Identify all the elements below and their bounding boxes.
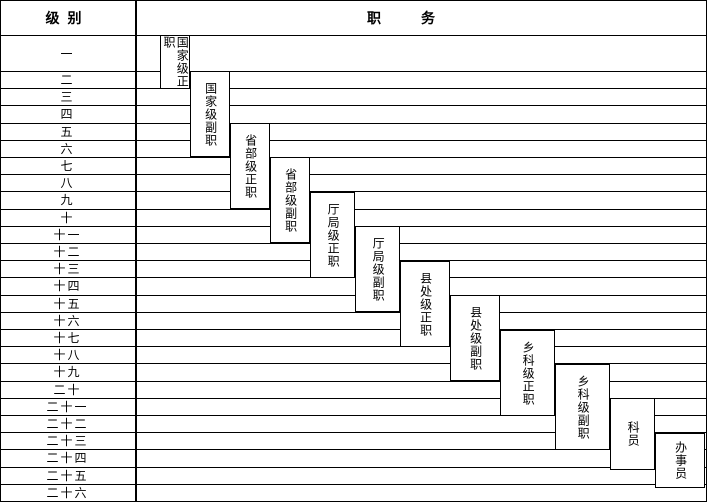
- level-label: 六: [60, 140, 74, 157]
- post-box: 乡科级副职: [555, 364, 610, 450]
- level-label: 五: [60, 123, 74, 140]
- level-cell: 二十一: [0, 398, 135, 415]
- level-cell: 十五: [0, 295, 135, 312]
- level-label: 十一: [53, 226, 81, 243]
- level-label: 二十五: [46, 467, 88, 484]
- level-label: 十: [60, 209, 74, 226]
- level-cell: 十一: [0, 226, 135, 243]
- post-label: 县处级正职: [418, 272, 431, 337]
- level-label: 二十一: [46, 398, 88, 415]
- post-label: 国家级正职: [162, 36, 188, 88]
- post-label: 厅局级副职: [371, 237, 384, 302]
- level-cell: 十三: [0, 260, 135, 277]
- post-box: 厅局级正职: [310, 192, 355, 278]
- post-label: 乡科级副职: [576, 375, 589, 440]
- post-box: 厅局级副职: [355, 226, 400, 312]
- level-label: 二十六: [46, 484, 88, 501]
- level-label: 十五: [53, 295, 81, 312]
- level-cell: 二十五: [0, 467, 135, 484]
- level-cell: 六: [0, 140, 135, 157]
- level-cell: 十: [0, 209, 135, 226]
- level-label: 十九: [53, 363, 81, 380]
- level-cell: 十二: [0, 243, 135, 260]
- level-cell: 十六: [0, 312, 135, 329]
- header-level: 级别: [0, 0, 135, 35]
- level-cell: 十九: [0, 363, 135, 380]
- level-cell: 一: [0, 35, 135, 71]
- level-label: 二十四: [46, 449, 88, 466]
- level-cell: 二: [0, 71, 135, 88]
- grid-hline: [0, 0, 707, 1]
- level-label: 十二: [53, 243, 81, 260]
- level-cell: 十七: [0, 329, 135, 346]
- level-label: 十三: [53, 260, 81, 277]
- post-label: 厅局级正职: [326, 203, 339, 268]
- level-cell: 十八: [0, 346, 135, 363]
- level-label: 九: [60, 191, 74, 208]
- post-box: 县处级副职: [450, 295, 500, 381]
- level-label: 四: [60, 105, 74, 122]
- level-label: 三: [60, 88, 74, 105]
- header-post-text: 职务: [367, 8, 475, 28]
- level-cell: 二十六: [0, 484, 135, 501]
- level-cell: 七: [0, 157, 135, 174]
- level-label: 二十二: [46, 415, 88, 432]
- level-label: 八: [60, 174, 74, 191]
- level-label: 二十: [53, 381, 81, 398]
- post-box: 办事员: [655, 433, 705, 488]
- level-label: 十四: [53, 277, 81, 294]
- level-label: 七: [60, 157, 74, 174]
- level-cell: 二十二: [0, 415, 135, 432]
- level-cell: 二十三: [0, 432, 135, 449]
- level-label: 十六: [53, 312, 81, 329]
- header-level-text: 级别: [46, 8, 90, 28]
- post-label: 国家级副职: [203, 82, 216, 147]
- header-post: 职务: [135, 0, 707, 35]
- rank-table: 级别 职务 一二三四五六七八九十十一十二十三十四十五十六十七十八十九二十二十一二…: [0, 0, 707, 501]
- level-cell: 二十四: [0, 449, 135, 466]
- level-cell: 二十: [0, 381, 135, 398]
- post-label: 科员: [626, 421, 639, 447]
- level-cell: 十四: [0, 277, 135, 294]
- post-box: 国家级正职: [160, 35, 190, 89]
- post-label: 省部级正职: [243, 134, 256, 199]
- level-label: 十七: [53, 329, 81, 346]
- post-label: 乡科级正职: [521, 341, 534, 406]
- post-label: 县处级副职: [468, 306, 481, 371]
- post-box: 乡科级正职: [500, 330, 555, 416]
- post-box: 省部级副职: [270, 157, 310, 243]
- level-cell: 九: [0, 191, 135, 208]
- level-label: 十八: [53, 346, 81, 363]
- post-box: 国家级副职: [190, 71, 230, 157]
- grid-vline-main: [135, 0, 137, 501]
- post-label: 办事员: [673, 441, 686, 480]
- post-box: 科员: [610, 398, 655, 470]
- level-cell: 四: [0, 105, 135, 122]
- post-box: 县处级正职: [400, 261, 450, 347]
- level-label: 一: [60, 45, 74, 62]
- level-label: 二: [60, 71, 74, 88]
- level-label: 二十三: [46, 432, 88, 449]
- post-box: 省部级正职: [230, 123, 270, 209]
- level-cell: 五: [0, 123, 135, 140]
- level-cell: 八: [0, 174, 135, 191]
- level-cell: 三: [0, 88, 135, 105]
- post-label: 省部级副职: [283, 168, 296, 233]
